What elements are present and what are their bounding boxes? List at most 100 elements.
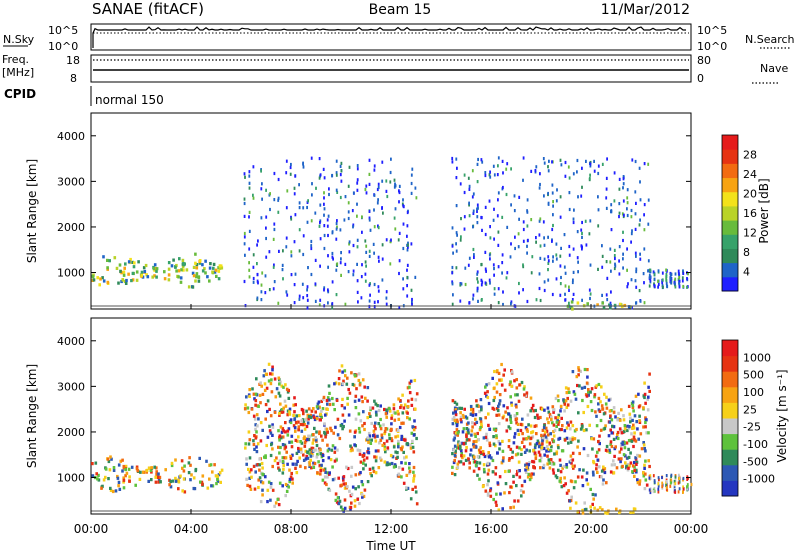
data-cell xyxy=(218,264,222,268)
data-cell xyxy=(552,430,555,434)
data-cell xyxy=(455,176,458,180)
data-cell xyxy=(358,430,362,434)
data-cell xyxy=(346,396,349,400)
data-cell xyxy=(497,508,501,512)
data-cell xyxy=(484,489,488,493)
data-cell xyxy=(550,415,553,419)
data-cell xyxy=(476,270,479,274)
data-cell xyxy=(502,456,505,460)
data-cell xyxy=(493,386,496,390)
data-cell xyxy=(347,210,350,214)
data-cell xyxy=(602,305,606,310)
data-cell xyxy=(642,474,646,478)
data-cell xyxy=(361,424,364,428)
data-cell xyxy=(627,404,631,408)
data-cell xyxy=(325,398,329,403)
data-cell xyxy=(648,275,651,279)
data-cell xyxy=(489,236,492,240)
data-cell xyxy=(265,226,267,230)
data-cell xyxy=(455,428,459,432)
data-cell xyxy=(603,470,607,475)
data-cell xyxy=(564,271,567,275)
data-cell xyxy=(499,492,502,496)
data-cell xyxy=(647,269,649,273)
data-cell xyxy=(558,428,562,432)
data-cell xyxy=(589,292,592,296)
data-cell xyxy=(281,268,284,272)
data-cell xyxy=(268,407,271,411)
data-cell xyxy=(285,450,288,454)
data-cell xyxy=(630,278,633,282)
data-cell xyxy=(305,409,308,413)
data-cell xyxy=(451,156,454,161)
data-cell xyxy=(568,499,572,503)
data-cell xyxy=(155,275,158,279)
data-cell xyxy=(613,454,616,458)
data-cell xyxy=(288,410,291,414)
data-cell xyxy=(616,430,620,435)
data-cell xyxy=(517,399,521,403)
data-cell xyxy=(293,396,296,400)
data-cell xyxy=(563,476,566,480)
data-cell xyxy=(537,445,541,449)
data-cell xyxy=(559,282,562,286)
data-cell xyxy=(556,188,558,192)
data-cell xyxy=(358,449,362,453)
data-cell xyxy=(274,501,278,505)
data-cell xyxy=(384,427,388,431)
data-cell xyxy=(535,298,538,302)
data-cell xyxy=(320,463,323,467)
data-cell xyxy=(368,254,371,258)
data-cell xyxy=(319,203,322,207)
colorbar-segment xyxy=(722,191,738,207)
data-cell xyxy=(520,440,524,444)
x-tick-label: 08:00 xyxy=(274,522,309,536)
data-cell xyxy=(501,507,504,511)
data-cell xyxy=(621,212,624,216)
data-cell xyxy=(515,378,518,382)
data-cell xyxy=(469,448,473,452)
data-cell xyxy=(273,459,277,463)
data-cell xyxy=(593,506,596,510)
data-cell xyxy=(636,481,640,485)
data-cell xyxy=(113,256,117,260)
data-cell xyxy=(377,289,380,293)
data-cell xyxy=(385,302,388,306)
data-cell xyxy=(243,172,246,176)
data-cell xyxy=(406,224,409,228)
data-cell xyxy=(570,300,574,304)
data-cell xyxy=(335,268,338,272)
data-cell xyxy=(564,160,567,165)
y-tick-label: 4000 xyxy=(57,335,85,348)
data-cell xyxy=(597,208,600,212)
data-cell xyxy=(609,301,612,305)
data-cell xyxy=(318,464,322,468)
data-cell xyxy=(461,456,464,460)
data-cell xyxy=(122,464,126,469)
data-cell xyxy=(577,439,580,443)
data-cell xyxy=(556,418,559,422)
data-cell xyxy=(455,418,459,422)
data-cell xyxy=(368,158,371,162)
data-cell xyxy=(314,448,317,452)
data-cell xyxy=(462,415,465,419)
data-cell xyxy=(631,400,635,404)
data-cell xyxy=(451,417,455,421)
data-cell xyxy=(634,251,637,255)
data-cell xyxy=(284,445,288,449)
data-cell xyxy=(571,280,574,285)
data-cell xyxy=(366,416,369,420)
data-cell xyxy=(581,220,583,225)
data-cell xyxy=(255,413,259,417)
data-cell xyxy=(451,244,454,248)
data-cell xyxy=(141,275,145,279)
data-cell xyxy=(217,266,220,270)
data-cell xyxy=(408,462,411,466)
data-cell xyxy=(468,256,471,260)
data-cell xyxy=(361,230,363,234)
data-cell xyxy=(643,281,645,285)
data-cell xyxy=(300,441,304,445)
data-cell xyxy=(554,416,557,420)
data-cell xyxy=(412,465,416,470)
data-cell xyxy=(529,396,533,400)
